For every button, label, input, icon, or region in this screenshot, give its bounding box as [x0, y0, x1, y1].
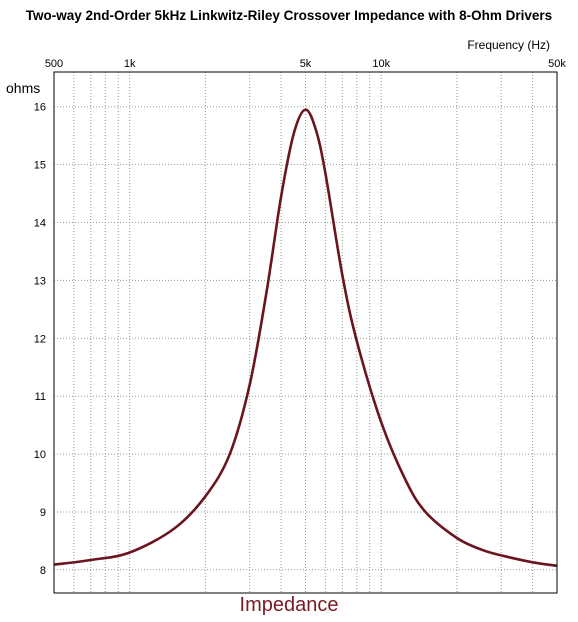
tick-labels: 500 1k 5k 10k 50k 8 9 10 11 12 13 14 15 16: [34, 58, 567, 577]
x-tick-label: 50k: [548, 58, 566, 70]
y-tick-label: 9: [40, 507, 46, 519]
x-tick-label: 500: [45, 58, 63, 70]
x-tick-label: 1k: [124, 58, 136, 70]
grid-lines: [53, 72, 558, 593]
y-tick-label: 11: [35, 391, 46, 403]
series-layer: [53, 108, 558, 568]
y-tick-label: 8: [40, 565, 46, 577]
x-tick-label: 5k: [300, 58, 312, 70]
chart-footer-label: Impedance: [239, 594, 339, 616]
x-tick-label: 10k: [372, 58, 390, 70]
y-tick-label: 13: [34, 275, 46, 287]
y-tick-label: 14: [34, 218, 46, 230]
chart-title: Two-way 2nd-Order 5kHz Linkwitz-Riley Cr…: [25, 8, 553, 23]
y-tick-label: 12: [34, 333, 46, 345]
x-axis-label: Frequency (Hz): [467, 38, 550, 52]
plot-frame: [53, 71, 558, 594]
y-axis-label: ohms: [6, 80, 41, 96]
y-tick-label: 10: [34, 449, 46, 461]
impedance-curve: [53, 108, 558, 568]
y-tick-label: 15: [34, 160, 46, 172]
y-tick-label: 16: [34, 102, 46, 114]
